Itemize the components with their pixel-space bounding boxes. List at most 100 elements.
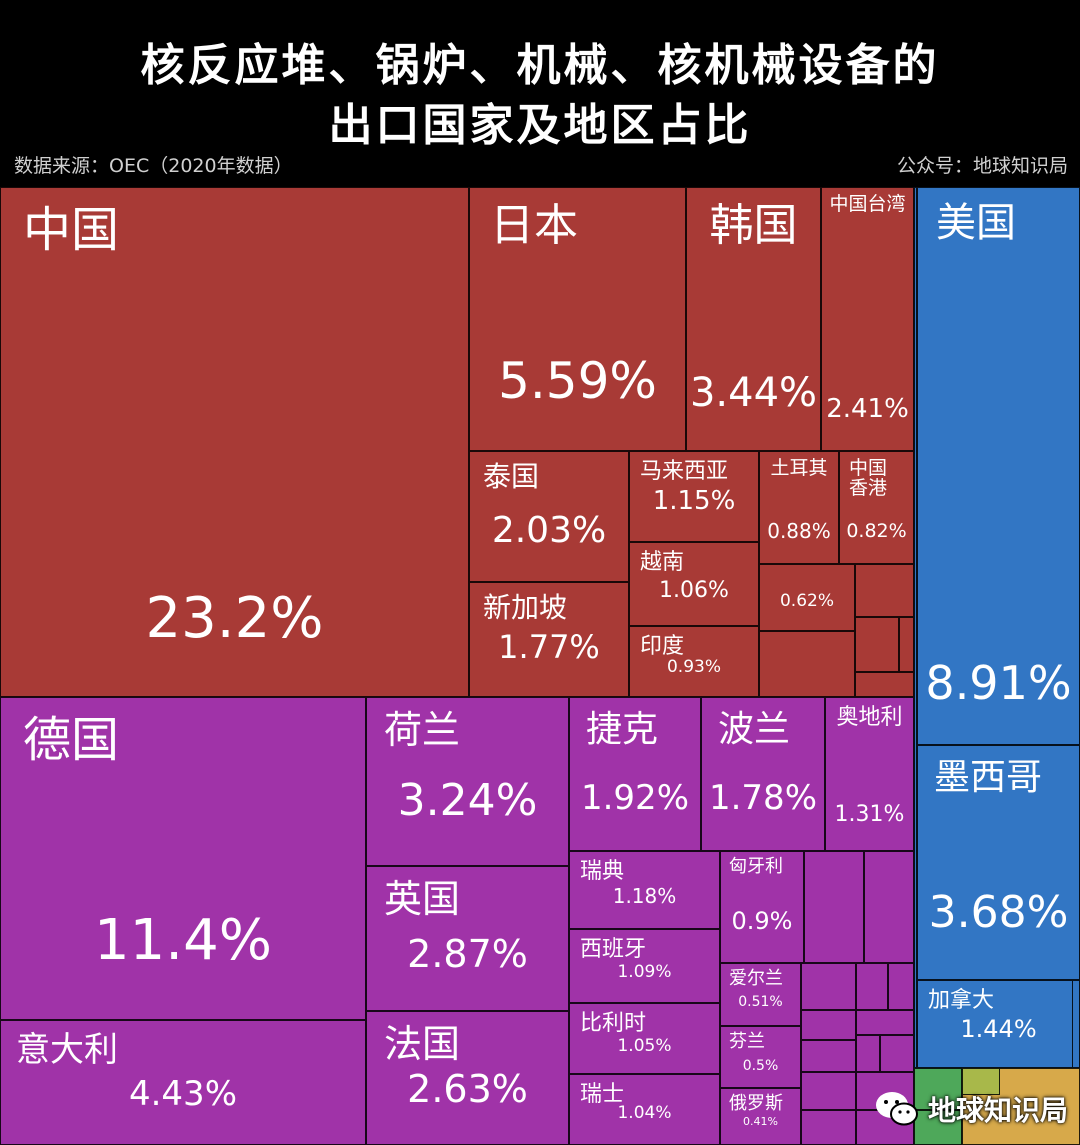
treemap-cell: 西班牙 1.09% [569,929,720,1003]
treemap-cell-value: 2.63% [407,1067,528,1111]
treemap-cell: 波兰 1.78% [701,697,825,851]
treemap-cell-small [880,1035,914,1072]
treemap-cell: 土耳其 0.88% [759,451,839,564]
treemap-cell-value: 5.59% [498,352,657,410]
treemap-cell-small [801,963,856,1010]
treemap-cell-small [759,631,855,697]
treemap-cell: 新加坡 1.77% [469,582,629,697]
treemap-cell-value: 8.91% [925,656,1072,710]
treemap-cell: 英国 2.87% [366,866,569,1011]
treemap-cell: 俄罗斯 0.41% [720,1088,801,1145]
treemap-cell-small [914,187,917,1068]
treemap-cell-small [914,1110,962,1145]
treemap-cell: 捷克 1.92% [569,697,701,851]
treemap-cell: 瑞士 1.04% [569,1074,720,1145]
treemap-cell-label: 美国 [936,200,1016,246]
treemap-cell-label: 泰国 [483,460,540,493]
treemap-cell: 马来西亚 1.15% [629,451,759,542]
treemap-cell-label: 中国 [23,202,120,258]
treemap-cell: 瑞典 1.18% [569,851,720,929]
treemap-cell: 中国台湾 2.41% [821,187,914,451]
treemap-cell-small [801,1040,856,1072]
treemap-cell-value: 0.51% [738,994,783,1010]
treemap-cell-label: 土耳其 [770,457,828,479]
treemap-cell-value: 1.44% [960,1015,1037,1043]
treemap-cell-label: 瑞士 [580,1082,625,1107]
treemap-cell: 比利时 1.05% [569,1003,720,1074]
treemap-cell-label: 意大利 [16,1030,118,1070]
treemap-cell-label: 韩国 [709,200,798,251]
treemap-cell-value: 0.5% [742,1058,779,1074]
treemap-cell-value: 0.88% [767,519,831,543]
treemap-cell: 美国 8.91% [917,187,1080,745]
chart-title-line-1: 核反应堆、锅炉、机械、核机械设备的 [140,40,940,91]
treemap-cell-small [855,564,914,617]
treemap-cell: 意大利 4.43% [0,1020,366,1145]
treemap-cell: 匈牙利 0.9% [720,851,804,963]
treemap-cell-value: 0.62% [779,591,834,611]
treemap-cell-value: 1.31% [834,802,905,827]
treemap-cell-small [801,1072,856,1110]
treemap-cell-label: 荷兰 [384,708,461,752]
chart-title-line-2: 出口国家及地区占比 [328,100,752,151]
treemap-cell-label: 中国 香港 [849,457,888,499]
treemap-cell: 奥地利 1.31% [825,697,914,851]
treemap-cell-value: 1.15% [652,486,736,516]
treemap-cell-label: 瑞典 [580,859,625,884]
treemap-cell-small [962,1068,1000,1095]
treemap-cell-small [888,963,914,1010]
treemap-cell-value: 2.41% [826,394,909,424]
treemap-cell-value: 11.4% [94,908,272,973]
treemap-cell-value: 0.82% [846,520,907,542]
treemap-cell-value: 3.24% [397,775,538,826]
treemap-cell-value: 2.87% [407,932,528,976]
treemap-cell-label: 俄罗斯 [729,1093,783,1114]
treemap-cell-label: 加拿大 [928,988,995,1013]
watermark-text: 地球知识局 [927,1094,1068,1127]
treemap-cell: 韩国 3.44% [686,187,821,451]
treemap-cell: 印度 0.93% [629,626,759,697]
treemap-cell-value: 1.78% [708,778,817,818]
treemap-cell-label: 芬兰 [729,1031,765,1052]
treemap-cell-label: 中国台湾 [829,193,906,215]
treemap-cell-value: 1.18% [612,884,677,908]
treemap-cell-small [856,1010,914,1035]
treemap-cell: 0.62% [759,564,855,631]
treemap-cell-small [856,963,888,1010]
treemap-cell-label: 比利时 [580,1011,647,1036]
treemap-cell: 爱尔兰 0.51% [720,963,801,1026]
treemap-cell-value: 1.06% [659,578,729,603]
treemap-cell-label: 墨西哥 [934,757,1043,798]
treemap-cell-value: 0.9% [731,907,793,935]
treemap-cell-value: 1.77% [498,628,600,666]
treemap-cell: 墨西哥 3.68% [917,745,1080,980]
treemap-cell-value: 3.68% [928,887,1069,938]
treemap-cell-small [899,617,914,672]
treemap-cell-label: 新加坡 [483,591,568,624]
treemap-cell-label: 越南 [640,550,685,575]
treemap-cell-value: 1.04% [617,1103,672,1123]
treemap-cell: 荷兰 3.24% [366,697,569,866]
treemap-cell-small [801,1110,856,1145]
treemap-cell-value: 4.43% [128,1074,237,1114]
chart-header: 核反应堆、锅炉、机械、核机械设备的 出口国家及地区占比 数据来源：OEC（202… [0,0,1080,186]
treemap-cell-small [855,617,899,672]
treemap-cell-label: 日本 [490,200,578,251]
treemap-chart: 中国 23.2% 日本 5.59% 韩国 3.44% 中国台湾 2.41% 泰国 2.03% 新加坡… [0,187,1080,1145]
treemap-cell: 加拿大 1.44% [917,980,1080,1068]
data-source-note: 数据来源：OEC（2020年数据） [14,155,293,177]
treemap-cell-label: 奥地利 [836,705,903,730]
wechat-icon [875,1092,918,1126]
treemap-cell-small [864,851,914,963]
treemap-cell: 日本 5.59% [469,187,686,451]
treemap-cell-value: 3.44% [689,370,818,416]
treemap-cell: 中国 香港 0.82% [839,451,914,564]
treemap-cell-label: 匈牙利 [729,856,783,877]
treemap-cell-label: 捷克 [586,709,659,750]
treemap-cell-label: 印度 [640,634,685,659]
treemap-cell-value: 1.92% [580,778,689,818]
treemap-cell-value: 1.09% [617,962,672,982]
treemap-cell-label: 马来西亚 [640,459,729,484]
treemap-cell-value: 23.2% [145,586,324,651]
treemap-cell-value: 2.03% [491,510,607,551]
